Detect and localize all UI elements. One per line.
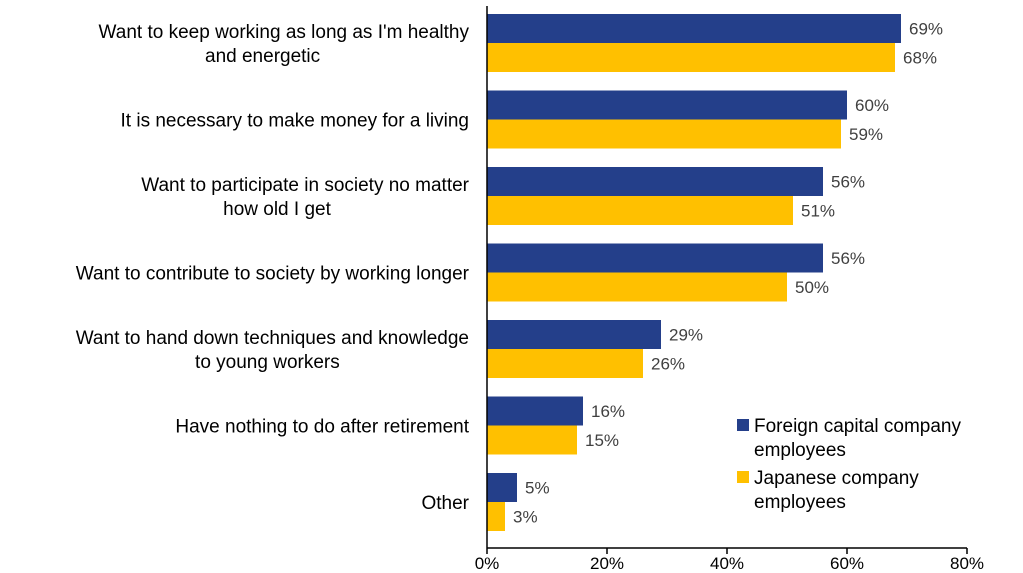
value-label-foreign-0: 69% xyxy=(909,20,943,39)
legend-label-foreign-line-0: Foreign capital company xyxy=(754,416,961,437)
bar-foreign-5 xyxy=(487,396,583,426)
bar-japanese-5 xyxy=(487,425,577,455)
x-tick-label-1: 20% xyxy=(590,554,624,573)
category-label-5-line-0: Have nothing to do after retirement xyxy=(175,417,469,438)
x-tick-label-2: 40% xyxy=(710,554,744,573)
x-tick-label-0: 0% xyxy=(475,554,500,573)
legend-label-foreign-line-1: employees xyxy=(754,440,846,461)
labels-layer: 69% 60% 56% 56% 29% 16% 5% 68% 59% 51% 50% 26% 15% 3%… xyxy=(76,20,943,527)
bar-foreign-1 xyxy=(487,90,847,120)
value-label-foreign-2: 56% xyxy=(831,173,865,192)
bar-japanese-2 xyxy=(487,196,793,225)
value-label-japanese-6: 3% xyxy=(513,508,538,527)
bar-foreign-4 xyxy=(487,320,661,349)
axis-layer: 0% 20% 40% 60% 80% xyxy=(475,6,984,573)
bar-japanese-3 xyxy=(487,272,787,302)
legend-label-japanese-line-1: employees xyxy=(754,492,846,513)
legend-swatch-foreign xyxy=(737,419,749,431)
category-label-0-line-0: Want to keep working as long as I'm heal… xyxy=(99,22,470,43)
value-label-japanese-0: 68% xyxy=(903,49,937,68)
category-label-0-line-1: and energetic xyxy=(205,46,320,67)
value-label-foreign-3: 56% xyxy=(831,249,865,268)
bar-japanese-4 xyxy=(487,349,643,378)
value-label-foreign-1: 60% xyxy=(855,96,889,115)
value-label-foreign-5: 16% xyxy=(591,402,625,421)
category-label-6-line-0: Other xyxy=(421,493,469,514)
value-label-foreign-6: 5% xyxy=(525,479,550,498)
category-label-2-line-0: Want to participate in society no matter xyxy=(141,175,469,196)
value-label-japanese-3: 50% xyxy=(795,278,829,297)
x-tick-label-3: 60% xyxy=(830,554,864,573)
x-tick-label-4: 80% xyxy=(950,554,984,573)
bars-layer xyxy=(487,14,901,531)
value-label-japanese-2: 51% xyxy=(801,202,835,221)
value-label-foreign-4: 29% xyxy=(669,326,703,345)
category-label-1-line-0: It is necessary to make money for a livi… xyxy=(121,111,469,132)
category-label-4-line-0: Want to hand down techniques and knowled… xyxy=(76,328,469,349)
bar-foreign-2 xyxy=(487,167,823,196)
value-label-japanese-5: 15% xyxy=(585,431,619,450)
bar-japanese-1 xyxy=(487,119,841,149)
category-label-3-line-0: Want to contribute to society by working… xyxy=(76,264,470,285)
legend: Foreign capital company employees Japanese… xyxy=(737,416,961,513)
value-label-japanese-1: 59% xyxy=(849,125,883,144)
bar-japanese-6 xyxy=(487,502,505,531)
bar-foreign-0 xyxy=(487,14,901,43)
bar-japanese-0 xyxy=(487,43,895,72)
category-label-2-line-1: how old I get xyxy=(223,199,331,220)
value-label-japanese-4: 26% xyxy=(651,355,685,374)
bar-foreign-3 xyxy=(487,243,823,273)
category-label-4-line-1: to young workers xyxy=(195,352,340,373)
legend-label-japanese-line-0: Japanese company xyxy=(754,468,919,489)
legend-swatch-japanese xyxy=(737,471,749,483)
bar-foreign-6 xyxy=(487,473,517,502)
